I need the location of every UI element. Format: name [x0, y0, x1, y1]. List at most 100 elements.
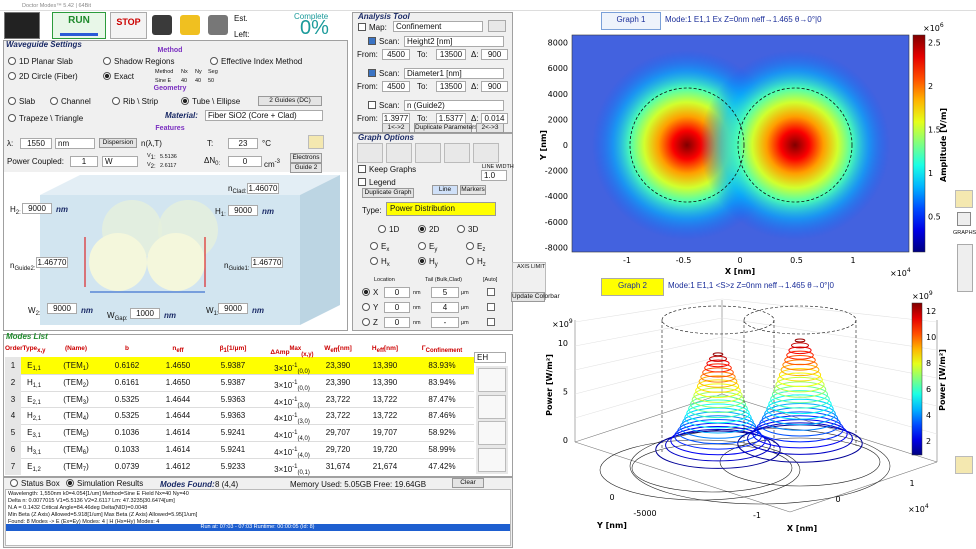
select[interactable]: Confinement [393, 21, 483, 32]
checkbox[interactable] [487, 288, 495, 296]
radio[interactable]: Tube \ Ellipse [181, 97, 240, 107]
button[interactable]: Clear [452, 478, 484, 488]
input[interactable]: 1.46070 [247, 183, 279, 194]
radio[interactable]: X [362, 288, 378, 298]
x-tick-label: -0.5 [676, 256, 692, 265]
input[interactable]: 4500 [382, 49, 410, 60]
text-part: n [172, 345, 177, 352]
button[interactable]: Duplicate Graph [362, 188, 414, 198]
material-select[interactable]: Fiber SiO2 (Core + Clad) [205, 110, 323, 121]
radio[interactable]: Z [362, 318, 378, 328]
button[interactable]: Duplicate Parameters [414, 123, 478, 133]
select[interactable]: 1.0 [481, 170, 507, 181]
input[interactable]: 23 [228, 138, 258, 149]
input[interactable]: 1 [70, 156, 98, 167]
power-contour [752, 419, 848, 449]
input[interactable]: 0 [228, 156, 262, 167]
button[interactable]: 2 Guides (DC) [258, 96, 322, 106]
radio[interactable]: 1D [378, 225, 399, 235]
colorbar-tick: 2 [926, 437, 931, 446]
radio[interactable]: Rib \ Strip [112, 97, 158, 107]
table-cell: E1,2 [19, 462, 49, 475]
x-tick-label: -1 [623, 256, 631, 265]
axis-line [721, 393, 938, 463]
radio[interactable]: Exact [103, 72, 134, 82]
text-part: z [482, 247, 486, 253]
table-cell: 83.94% [428, 377, 456, 387]
checkbox[interactable] [487, 303, 495, 311]
input[interactable]: 9000 [47, 303, 77, 314]
checkbox[interactable]: Scan: [368, 37, 399, 47]
radio[interactable]: Hz [466, 257, 486, 270]
input[interactable]: 0 [384, 302, 410, 313]
select[interactable]: Diameter1 [nm] [404, 68, 504, 79]
input[interactable]: 13500 [436, 49, 466, 60]
z-tick-label: 5 [563, 388, 568, 397]
checkbox[interactable] [487, 318, 495, 326]
input[interactable]: 1.46770 [251, 257, 283, 268]
button[interactable]: Guide 2 [290, 163, 322, 173]
power-contour [702, 367, 734, 378]
input[interactable]: 13500 [436, 81, 466, 92]
select[interactable]: EH [474, 352, 506, 363]
input[interactable]: 4 [431, 302, 459, 313]
radio[interactable]: 1D Planar Slab [8, 57, 73, 67]
radio[interactable]: Status Box [10, 479, 60, 489]
input[interactable]: 0 [384, 287, 410, 298]
radio[interactable]: 2D [418, 225, 439, 235]
checkbox[interactable]: Keep Graphs [358, 165, 416, 175]
input[interactable]: - [431, 317, 459, 328]
input[interactable]: 1.46770 [36, 257, 68, 268]
checkbox[interactable]: Legend [358, 178, 396, 188]
button[interactable]: Update Colorbar [511, 292, 560, 302]
text-part: H [26, 445, 33, 454]
input[interactable]: 900 [481, 81, 508, 92]
input[interactable]: 5 [431, 287, 459, 298]
select[interactable]: W [102, 156, 138, 167]
select[interactable]: n (Guide2) [404, 100, 504, 111]
radio[interactable]: Slab [8, 97, 35, 107]
input[interactable]: 9000 [228, 205, 258, 216]
value: 2.6117 [160, 163, 177, 169]
radio[interactable]: Ey [418, 242, 437, 255]
input[interactable]: 1.5377 [436, 113, 466, 124]
radio[interactable]: Hx [370, 257, 390, 270]
table-cell: 4×10-1(3,0) [264, 395, 320, 411]
input[interactable]: 1000 [130, 308, 160, 319]
radio[interactable]: Channel [50, 97, 91, 107]
radio[interactable]: Trapeze \ Triangle [8, 114, 83, 124]
radio[interactable]: Effective Index Method [210, 57, 302, 67]
checkbox[interactable]: Map: [358, 23, 387, 33]
input[interactable]: 0 [384, 317, 410, 328]
button[interactable]: Markers [460, 185, 486, 195]
text-part: (TEM [63, 411, 83, 421]
input[interactable]: 1550 [20, 138, 52, 149]
radio[interactable]: Shadow Regions [103, 57, 174, 67]
radio[interactable]: Simulation Results [66, 479, 143, 489]
input[interactable]: 9000 [22, 203, 52, 214]
checkbox[interactable]: Scan: [368, 101, 399, 111]
select[interactable]: nm [55, 138, 95, 149]
button[interactable]: 1<->2 [382, 123, 410, 133]
input[interactable]: 4500 [382, 81, 410, 92]
graph-info: Mode:1 E1,1 Ex Z=0nm neff→1.465 θ→0°|0 [665, 15, 822, 24]
radio[interactable]: 2D Circle (Fiber) [8, 72, 78, 82]
checkbox[interactable]: Scan: [368, 69, 399, 79]
button[interactable]: Dispersion [99, 138, 137, 148]
radio[interactable]: Ex [370, 242, 389, 255]
radio[interactable]: Y [362, 303, 378, 313]
radio[interactable]: 3D [457, 225, 478, 235]
radio[interactable]: Ez [466, 242, 485, 255]
input[interactable]: 0.014 [481, 113, 508, 124]
table-cell: 3×10-1(0,0) [264, 361, 320, 377]
input[interactable]: 9000 [218, 303, 248, 314]
input[interactable]: 900 [481, 49, 508, 60]
button[interactable]: 2<->3 [476, 123, 504, 133]
button[interactable]: Line [432, 185, 458, 195]
power-contour [794, 338, 806, 343]
select[interactable]: Height2 [nm] [404, 36, 504, 47]
axis-exponent: ×104 [890, 267, 911, 278]
button[interactable]: Electrons [290, 153, 322, 163]
input[interactable]: 1.3977 [382, 113, 410, 124]
radio[interactable]: Hy [418, 257, 438, 270]
